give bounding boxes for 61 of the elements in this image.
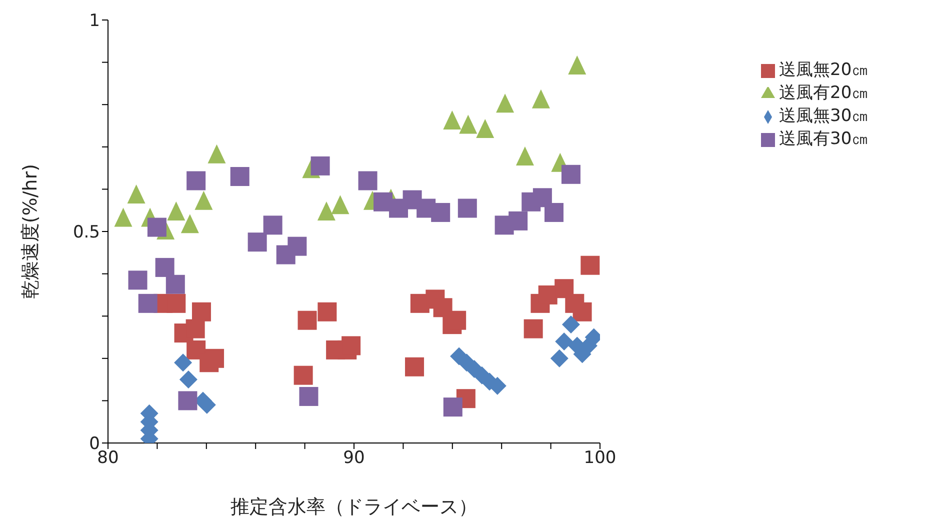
point [114,208,132,227]
legend-label: 送風有30㎝ [779,129,869,149]
point [550,349,568,368]
point [230,167,250,186]
point [310,156,330,176]
point [405,357,424,376]
point [532,89,550,108]
y-tick-label: 0 [89,434,100,454]
point [562,316,580,334]
point [443,110,462,130]
point [248,232,267,252]
point [174,354,192,372]
point [318,302,337,322]
point [179,370,198,389]
point [568,56,586,75]
point [166,294,186,313]
point [180,214,199,234]
point [127,184,146,204]
legend-label: 送風有20㎝ [779,83,869,103]
point [358,171,378,190]
point [331,195,350,214]
point [431,202,450,222]
point [194,190,213,210]
point [178,391,198,410]
point [166,274,185,294]
point [298,310,317,330]
point [128,270,148,290]
point [138,294,158,313]
point [198,396,216,414]
point [155,258,174,277]
point [288,236,307,256]
point [524,319,543,338]
point [555,332,574,350]
point [508,211,528,230]
point [516,146,534,166]
point [147,218,166,237]
point [263,216,282,235]
point [476,118,494,138]
point [561,164,580,184]
legend-label: 送風無30㎝ [779,106,869,126]
point [459,114,478,134]
y-tick-label: 0.5 [72,222,100,243]
point [458,198,477,218]
legend-label: 送風無20㎝ [779,60,869,80]
point [496,94,514,113]
point [317,201,336,220]
x-tick-label: 100 [584,448,616,468]
point [167,201,186,220]
point [580,256,600,275]
x-tick-label: 80 [97,448,119,468]
point [208,144,226,164]
point [544,202,564,222]
point [186,171,206,190]
x-axis-title: 推定含水率（ドライベース） [230,496,478,518]
point [192,302,211,322]
point [294,366,313,385]
y-tick-label: 1 [89,11,100,32]
y-axis-title: 乾燥速度(%/hr) [20,164,42,300]
x-tick-label: 90 [343,448,365,468]
point [299,386,318,406]
point [443,398,462,417]
